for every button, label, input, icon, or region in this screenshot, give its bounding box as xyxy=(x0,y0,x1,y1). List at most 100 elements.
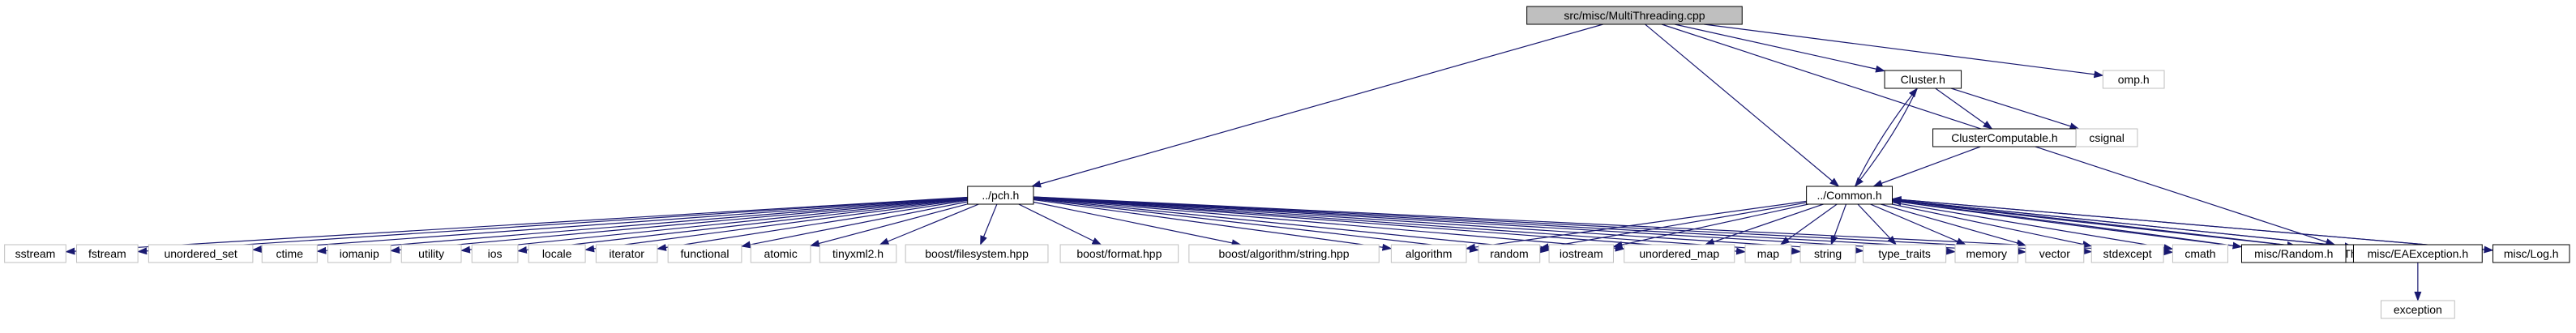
node-label: unordered_set xyxy=(164,247,237,260)
node-pch[interactable]: ../pch.h xyxy=(967,186,1034,205)
node-common[interactable]: ../Common.h xyxy=(1806,186,1893,205)
edge-common-to-iostream xyxy=(1612,203,1809,249)
node-box xyxy=(4,244,66,263)
edge-pch-to-tinyxml2 xyxy=(879,203,979,245)
node-label: tinyxml2.h xyxy=(832,247,884,260)
node-box xyxy=(750,244,811,263)
node-label: random xyxy=(1490,247,1528,260)
node-box xyxy=(471,244,519,263)
node-misc_ea[interactable]: misc/EAException.h xyxy=(2352,244,2483,263)
edge-misc_ea-to-common xyxy=(1891,197,2354,248)
node-type_traits: type_traits xyxy=(1863,244,1947,263)
node-fstream: fstream xyxy=(76,244,139,263)
edge-root-to-cluster xyxy=(1674,23,1886,73)
edge-pch-to-boost_alg xyxy=(1033,201,1242,247)
node-label: locale xyxy=(542,247,572,260)
node-clustercomp[interactable]: ClusterComputable.h xyxy=(1932,128,2077,147)
edge-pch-to-random xyxy=(1033,199,1480,253)
edge-pch-to-stdexcept xyxy=(1033,196,2093,255)
node-box xyxy=(148,244,254,263)
edge-pch-to-sstream xyxy=(65,196,968,255)
node-root[interactable]: src/misc/MultiThreading.cpp xyxy=(1526,6,1743,25)
edge-mt_h-to-common xyxy=(1891,197,2296,247)
node-box xyxy=(1548,244,1614,263)
node-cmath: cmath xyxy=(2172,244,2228,263)
node-box xyxy=(667,244,742,263)
edge-pch-to-string xyxy=(1033,197,1802,255)
node-box xyxy=(1059,244,1179,263)
edge-pch-to-fstream xyxy=(137,197,968,255)
edge-common-to-type_traits xyxy=(1857,203,1897,245)
node-label: boost/filesystem.hpp xyxy=(925,247,1029,260)
node-iomanip: iomanip xyxy=(327,244,392,263)
edge-common-to-random xyxy=(1538,202,1807,251)
node-misc_random[interactable]: misc/Random.h xyxy=(2240,244,2347,263)
node-label: unordered_map xyxy=(1639,247,1719,260)
edges-layer xyxy=(65,23,2494,301)
node-label: vector xyxy=(2039,247,2070,260)
node-sstream: sstream xyxy=(4,244,66,263)
node-label: cmath xyxy=(2184,247,2215,260)
node-box xyxy=(1863,244,1947,263)
node-box xyxy=(76,244,139,263)
edge-common-to-stdexcept xyxy=(1891,203,2093,248)
node-label: sstream xyxy=(15,247,56,260)
node-label: src/misc/MultiThreading.cpp xyxy=(1564,9,1705,22)
node-tinyxml2: tinyxml2.h xyxy=(819,244,897,263)
edge-common-to-map xyxy=(1779,203,1838,245)
node-misc_log[interactable]: misc/Log.h xyxy=(2492,244,2570,263)
node-label: ctime xyxy=(276,247,304,260)
node-boost_fs: boost/filesystem.hpp xyxy=(905,244,1049,263)
edge-pch-to-ctime xyxy=(316,197,968,254)
edge-pch-to-boost_fs xyxy=(979,203,998,245)
node-random: random xyxy=(1478,244,1541,263)
edge-pch-to-iomanip xyxy=(390,198,968,254)
edge-pch-to-iostream xyxy=(1033,198,1551,254)
node-cluster[interactable]: Cluster.h xyxy=(1884,70,1962,89)
node-label: algorithm xyxy=(1406,247,1453,260)
node-label: memory xyxy=(1966,247,2007,260)
node-box xyxy=(1188,244,1380,263)
node-label: fstream xyxy=(88,247,126,260)
edge-pch-to-boost_fmt xyxy=(1018,203,1102,245)
node-box xyxy=(528,244,586,263)
edge-pch-to-memory xyxy=(1033,196,1956,255)
node-box xyxy=(1390,244,1467,263)
edge-common-to-vector xyxy=(1881,203,2026,247)
edge-pch-to-locale xyxy=(584,199,968,253)
node-label: iterator xyxy=(609,247,644,260)
edge-pch-to-map xyxy=(1033,197,1747,255)
node-label: csignal xyxy=(2089,131,2125,144)
node-label: Cluster.h xyxy=(1901,73,1945,86)
edge-pch-to-unordered_map xyxy=(1033,197,1625,252)
edge-common-to-unordered_map xyxy=(1704,203,1824,245)
node-box xyxy=(2172,244,2228,263)
edge-misc_random-to-common xyxy=(1891,198,2242,248)
node-label: atomic xyxy=(764,247,797,260)
node-box xyxy=(2075,128,2138,147)
node-label: functional xyxy=(681,247,730,260)
node-box xyxy=(2025,244,2085,263)
node-label: misc/EAException.h xyxy=(2368,247,2469,260)
edge-common-to-string xyxy=(1830,203,1847,245)
edge-pch-to-atomic xyxy=(809,203,968,247)
edge-root-to-omp xyxy=(1704,23,2104,79)
node-string: string xyxy=(1799,244,1856,263)
node-label: misc/Random.h xyxy=(2254,247,2333,260)
node-vector: vector xyxy=(2025,244,2085,263)
node-stdexcept: stdexcept xyxy=(2090,244,2164,263)
edge-pch-to-iterator xyxy=(656,199,968,251)
node-box xyxy=(1478,244,1541,263)
node-iterator: iterator xyxy=(595,244,658,263)
node-box xyxy=(967,186,1034,205)
node-box xyxy=(1954,244,2018,263)
node-boost_alg: boost/algorithm/string.hpp xyxy=(1188,244,1380,263)
node-box xyxy=(327,244,392,263)
node-csignal: csignal xyxy=(2075,128,2138,147)
node-label: boost/algorithm/string.hpp xyxy=(1219,247,1350,260)
node-label: utility xyxy=(418,247,444,260)
node-box xyxy=(2492,244,2570,263)
node-label: iomanip xyxy=(340,247,379,260)
node-box xyxy=(2352,244,2483,263)
node-label: exception xyxy=(2394,303,2442,316)
